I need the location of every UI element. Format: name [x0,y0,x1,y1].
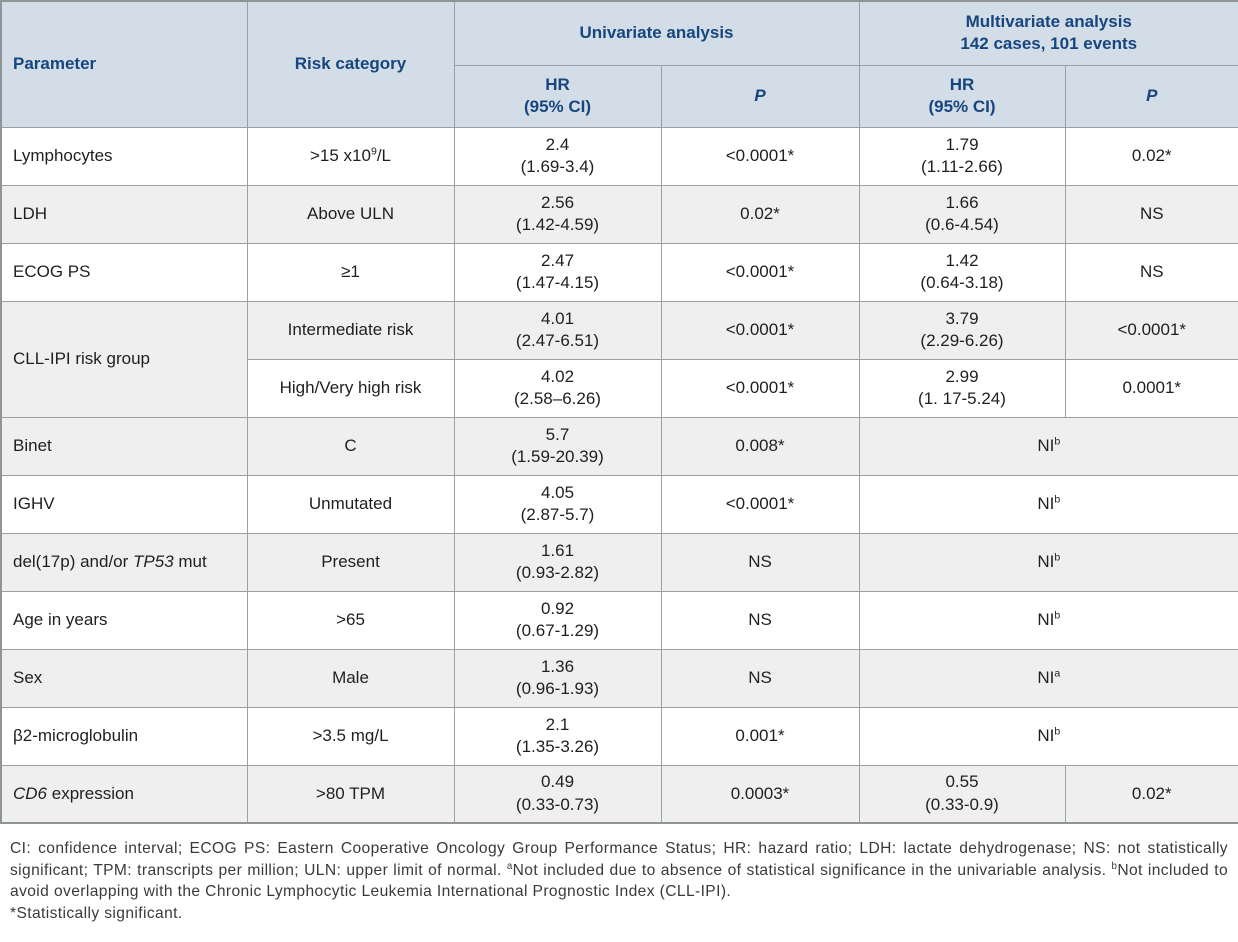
cell-uni-p: NS [660,590,860,650]
cell-risk-category: >80 TPM [246,764,455,824]
header-parameter: Parameter [0,0,248,128]
table-row: β2-microglobulin >3.5 mg/L 2.1 (1.35-3.26) 0… [0,706,1238,766]
cell-uni-p: 0.02* [660,184,860,244]
multivariate-subtitle: 142 cases, 101 events [960,34,1138,54]
multivariate-title: Multivariate analysis [965,11,1132,31]
cell-risk-category: Above ULN [246,184,455,244]
table-body: Lymphocytes >15 x109/L 2.4 (1.69-3.4) <0.000… [0,126,1238,824]
cell-uni-hr: 0.49 (0.33-0.73) [453,764,662,824]
header-multivariate-analysis: Multivariate analysis 142 cases, 101 eve… [858,0,1238,66]
cell-multi-hr: 3.79 (2.29-6.26) [858,300,1066,360]
cell-parameter: Sex [0,648,248,708]
cell-uni-p: 0.008* [660,416,860,476]
cell-risk-category: ≥1 [246,242,455,302]
cell-uni-hr: 1.61 (0.93-2.82) [453,532,662,592]
cell-multi-p: NS [1064,184,1238,244]
cell-uni-hr: 4.05 (2.87-5.7) [453,474,662,534]
table-row: Binet C 5.7 (1.59-20.39) 0.008* NIb [0,416,1238,476]
prognostic-analysis-table: Parameter Risk category Univariate analy… [0,0,1238,824]
cell-uni-hr: 2.47 (1.47-4.15) [453,242,662,302]
cell-uni-p: <0.0001* [660,300,860,360]
cell-uni-p: <0.0001* [660,242,860,302]
cell-multi-p: 0.02* [1064,764,1238,824]
cell-multi-p: 0.02* [1064,126,1238,186]
cell-multi-ni: NIb [858,706,1238,766]
cell-risk-category: >15 x109/L [246,126,455,186]
header-uni-hr: HR (95% CI) [453,64,662,128]
cell-parameter: LDH [0,184,248,244]
cell-uni-p: <0.0001* [660,126,860,186]
cell-uni-hr: 2.1 (1.35-3.26) [453,706,662,766]
header-multi-p: P [1064,64,1238,128]
cell-multi-ni: NIb [858,474,1238,534]
table-row: Lymphocytes >15 x109/L 2.4 (1.69-3.4) <0.000… [0,126,1238,186]
header-sub-row: HR (95% CI) P HR (95% CI) P [1,64,1238,128]
cell-risk-category: C [246,416,455,476]
cell-uni-p: 0.001* [660,706,860,766]
cell-multi-hr: 1.42 (0.64-3.18) [858,242,1066,302]
cell-multi-hr: 1.79 (1.11-2.66) [858,126,1066,186]
table-row: Age in years >65 0.92 (0.67-1.29) NS NIb [0,590,1238,650]
cell-parameter: CLL-IPI risk group [0,300,248,418]
cell-uni-hr: 0.92 (0.67-1.29) [453,590,662,650]
cell-parameter: del(17p) and/or TP53 mut [0,532,248,592]
cell-parameter: β2-microglobulin [0,706,248,766]
cell-multi-ni: NIb [858,532,1238,592]
header-risk-category: Risk category [246,0,455,128]
cell-multi-p: 0.0001* [1064,358,1238,418]
table-row: High/Very high risk 4.02 (2.58–6.26) <0.000… [1,358,1238,418]
cell-risk-category: Unmutated [246,474,455,534]
cell-multi-hr: 1.66 (0.6-4.54) [858,184,1066,244]
header-univariate-analysis: Univariate analysis [453,0,860,66]
cell-uni-hr: 4.02 (2.58–6.26) [453,358,662,418]
cell-uni-p: <0.0001* [660,358,860,418]
cell-multi-ni: NIb [858,590,1238,650]
header-multi-hr: HR (95% CI) [858,64,1066,128]
table-row: del(17p) and/or TP53 mut Present 1.61 (0.93… [0,532,1238,592]
header-uni-p: P [660,64,860,128]
table-row: Sex Male 1.36 (0.96-1.93) NS NIa [0,648,1238,708]
table-footnote: CI: confidence interval; ECOG PS: Easter… [10,840,1229,922]
cell-risk-category: Intermediate risk [246,300,455,360]
cell-uni-hr: 2.56 (1.42-4.59) [453,184,662,244]
cell-parameter: ECOG PS [0,242,248,302]
cell-multi-ni: NIa [858,648,1238,708]
table-row: IGHV Unmutated 4.05 (2.87-5.7) <0.0001* NIb [0,474,1238,534]
table-row: CD6 expression >80 TPM 0.49 (0.33-0.73) 0.00… [0,764,1238,824]
cell-uni-hr: 2.4 (1.69-3.4) [453,126,662,186]
cell-parameter: Age in years [0,590,248,650]
cell-risk-category: High/Very high risk [246,358,455,418]
header-group-row: Parameter Risk category Univariate analy… [0,0,1238,128]
cell-uni-p: NS [660,648,860,708]
cell-parameter: Lymphocytes [0,126,248,186]
cell-risk-category: >3.5 mg/L [246,706,455,766]
cell-risk-category: Male [246,648,455,708]
cell-uni-hr: 1.36 (0.96-1.93) [453,648,662,708]
table-row: ECOG PS ≥1 2.47 (1.47-4.15) <0.0001* 1.42 (0.6… [0,242,1238,302]
cell-uni-p: 0.0003* [660,764,860,824]
cell-uni-p: NS [660,532,860,592]
cell-parameter: IGHV [0,474,248,534]
cell-multi-p: <0.0001* [1064,300,1238,360]
cell-parameter: Binet [0,416,248,476]
cell-multi-p: NS [1064,242,1238,302]
table-row: CLL-IPI risk group Intermediate risk 4.01(… [0,300,1238,418]
cell-multi-ni: NIb [858,416,1238,476]
table-header: Parameter Risk category Univariate analy… [0,0,1238,128]
cell-risk-category: >65 [246,590,455,650]
cell-uni-hr: 5.7 (1.59-20.39) [453,416,662,476]
cell-uni-hr: 4.01 (2.47-6.51) [453,300,662,360]
cell-uni-p: <0.0001* [660,474,860,534]
cell-parameter: CD6 expression [0,764,248,824]
table-row: LDH Above ULN 2.56 (1.42-4.59) 0.02* 1.66 (0.6… [0,184,1238,244]
cell-multi-hr: 2.99 (1. 17-5.24) [858,358,1066,418]
cell-risk-category: Present [246,532,455,592]
cell-multi-hr: 0.55 (0.33-0.9) [858,764,1066,824]
